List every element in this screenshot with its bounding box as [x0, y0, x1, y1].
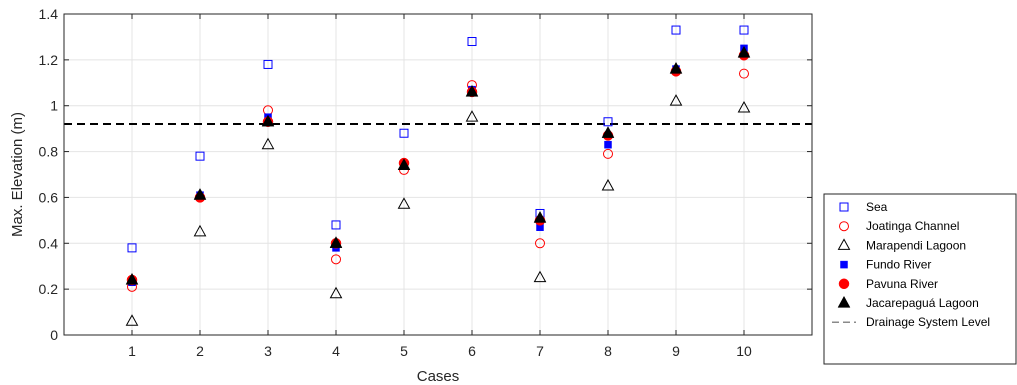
- x-tick-label: 1: [128, 343, 136, 359]
- legend-label: Marapendi Lagoon: [866, 238, 966, 252]
- data-point: [465, 84, 479, 97]
- data-point: [125, 314, 139, 326]
- data-point: [737, 45, 751, 58]
- y-tick-label: 0.8: [39, 144, 59, 160]
- x-tick-label: 8: [604, 343, 612, 359]
- y-tick-label: 1: [50, 98, 58, 114]
- data-point: [125, 272, 139, 285]
- legend-label: Pavuna River: [866, 277, 938, 291]
- data-point: [397, 197, 411, 209]
- y-tick-label: 0.2: [39, 281, 59, 297]
- legend-marker: [837, 238, 851, 250]
- data-point: [331, 254, 341, 265]
- legend-marker: [840, 260, 848, 269]
- data-point: [195, 151, 205, 161]
- data-point: [739, 25, 749, 35]
- data-point: [601, 126, 615, 138]
- data-point: [739, 68, 749, 79]
- legend: Sea Joatinga Channel Marapendi Lagoon Fundo…: [823, 193, 1017, 365]
- data-point: [193, 188, 207, 200]
- tick-labels: 1 2 3 4 5 6 7 8 9 10 0 0.2 0.4 0.6 0.8 1 1.2 1.4: [39, 6, 812, 359]
- x-tick-label: 5: [400, 343, 408, 359]
- series-5: [125, 45, 751, 285]
- data-point: [603, 117, 613, 127]
- data-point: [467, 37, 477, 47]
- x-tick-label: 2: [196, 343, 204, 359]
- y-tick-label: 0.6: [39, 189, 59, 205]
- legend-label: Fundo River: [866, 258, 931, 272]
- x-tick-label: 6: [468, 343, 476, 359]
- plot-area: [64, 14, 812, 335]
- legend-marker: [838, 278, 850, 290]
- legend-marker: [839, 202, 849, 212]
- data-point: [601, 178, 615, 191]
- legend-box: [823, 193, 1017, 365]
- x-tick-label: 10: [736, 343, 752, 359]
- data-point: [263, 59, 273, 69]
- data-point: [261, 114, 275, 127]
- y-tick-label: 1.2: [39, 52, 59, 68]
- data-point: [331, 220, 341, 230]
- y-tick-label: 0.4: [39, 235, 59, 251]
- data-point: [261, 137, 275, 150]
- data-point: [399, 128, 409, 138]
- data-point: [465, 110, 479, 122]
- data-point: [535, 238, 545, 249]
- data-point: [193, 224, 207, 237]
- data-point: [737, 100, 751, 113]
- legend-label: Sea: [866, 200, 888, 214]
- x-tick-label: 4: [332, 343, 340, 359]
- y-axis-title: Max. Elevation (m): [9, 112, 26, 237]
- y-tick-label: 1.4: [39, 6, 59, 22]
- plot-frame: [63, 13, 813, 336]
- series-0: [127, 25, 749, 253]
- data-point: [669, 61, 683, 74]
- data-point: [671, 25, 681, 35]
- legend-label: Joatinga Channel: [866, 219, 959, 233]
- data-marks: [125, 25, 751, 326]
- data-point: [397, 158, 411, 170]
- x-tick-label: 7: [536, 343, 544, 359]
- legend-marker: [837, 295, 851, 308]
- data-point: [603, 148, 613, 159]
- data-point: [669, 94, 683, 106]
- x-axis-title: Cases: [417, 368, 460, 385]
- legend-label: Drainage System Level: [866, 315, 990, 329]
- y-tick-label: 0: [50, 327, 58, 343]
- legend-label: Jacarepaguá Lagoon: [866, 296, 979, 310]
- x-tick-label: 3: [264, 343, 272, 359]
- data-point: [329, 286, 343, 299]
- legend-marker: [839, 221, 849, 232]
- x-tick-label: 9: [672, 343, 680, 359]
- data-point: [604, 140, 612, 149]
- data-point: [533, 270, 547, 283]
- data-point: [127, 243, 137, 253]
- series-2: [125, 94, 751, 326]
- data-point: [533, 210, 547, 223]
- data-point: [329, 236, 343, 248]
